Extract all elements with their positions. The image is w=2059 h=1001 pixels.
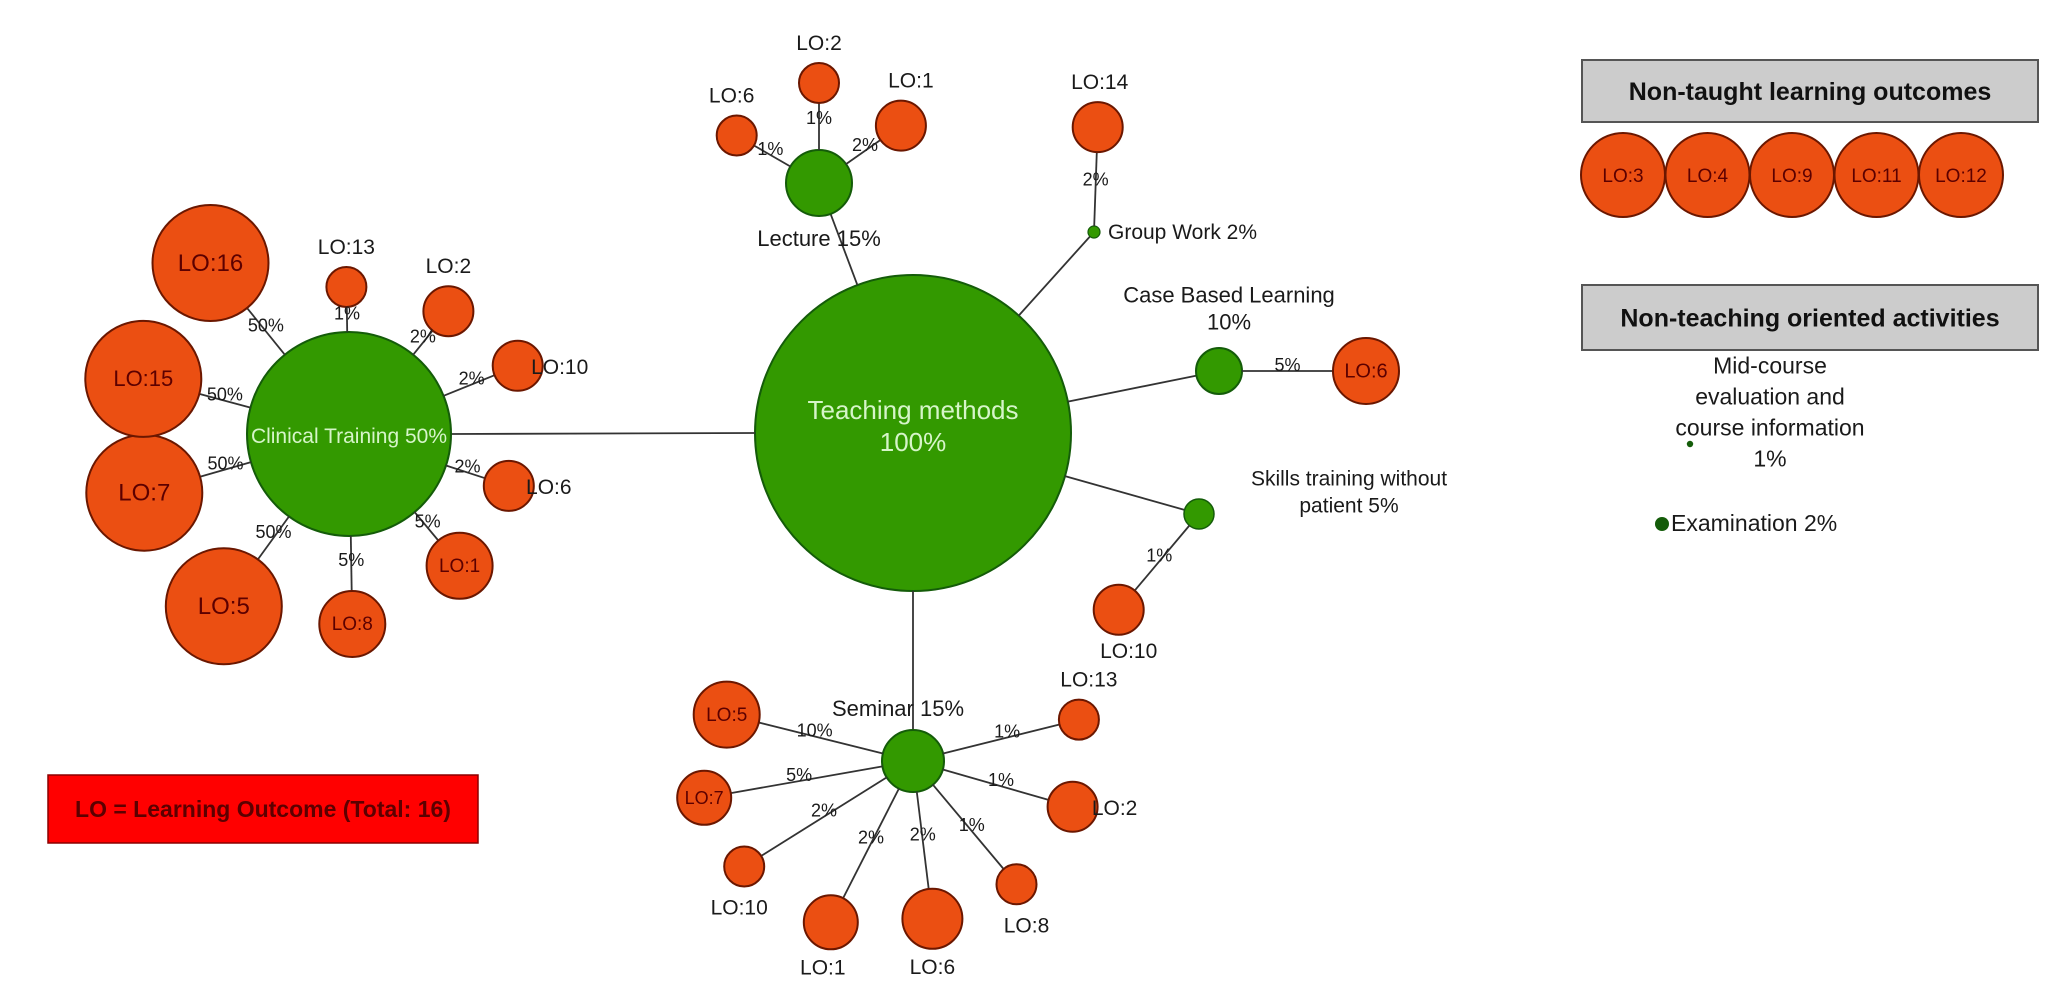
svg-text:LO:16: LO:16 — [178, 250, 243, 277]
svg-text:Mid-course: Mid-course — [1713, 353, 1827, 379]
svg-text:LO:6: LO:6 — [526, 476, 572, 499]
svg-text:LO:1: LO:1 — [439, 556, 480, 577]
svg-text:1%: 1% — [806, 108, 832, 128]
svg-text:LO:11: LO:11 — [1851, 166, 1901, 187]
svg-text:LO:13: LO:13 — [318, 236, 375, 259]
svg-text:LO:14: LO:14 — [1071, 71, 1129, 94]
svg-text:Case Based Learning: Case Based Learning — [1123, 283, 1335, 308]
svg-text:LO:7: LO:7 — [685, 788, 724, 808]
svg-text:LO:3: LO:3 — [1602, 166, 1643, 187]
svg-text:LO:8: LO:8 — [1004, 914, 1050, 937]
svg-text:Seminar 15%: Seminar 15% — [832, 696, 964, 721]
svg-text:5%: 5% — [1274, 355, 1300, 375]
svg-text:5%: 5% — [415, 512, 441, 532]
svg-text:1%: 1% — [1753, 446, 1786, 472]
svg-text:LO:6: LO:6 — [709, 85, 755, 108]
svg-text:LO:8: LO:8 — [332, 614, 373, 635]
svg-text:Lecture 15%: Lecture 15% — [757, 226, 881, 251]
svg-text:50%: 50% — [207, 453, 243, 473]
svg-text:LO:10: LO:10 — [531, 356, 588, 379]
svg-text:5%: 5% — [786, 765, 812, 785]
svg-text:2%: 2% — [858, 827, 884, 847]
svg-text:2%: 2% — [1083, 169, 1109, 189]
svg-text:LO:12: LO:12 — [1935, 166, 1987, 187]
svg-text:patient 5%: patient 5% — [1299, 495, 1398, 518]
svg-text:1%: 1% — [988, 770, 1014, 790]
svg-text:LO:1: LO:1 — [800, 956, 846, 979]
svg-text:50%: 50% — [207, 385, 243, 405]
svg-text:evaluation and: evaluation and — [1695, 384, 1845, 410]
svg-text:50%: 50% — [248, 315, 284, 335]
svg-text:2%: 2% — [852, 135, 878, 155]
svg-text:Non-taught learning outcomes: Non-taught learning outcomes — [1629, 78, 1992, 106]
svg-text:2%: 2% — [459, 369, 485, 389]
svg-text:2%: 2% — [811, 801, 837, 821]
svg-text:Teaching methods: Teaching methods — [807, 395, 1018, 425]
svg-text:LO:2: LO:2 — [796, 32, 842, 55]
svg-text:LO:13: LO:13 — [1060, 669, 1117, 692]
svg-text:2%: 2% — [454, 457, 480, 477]
svg-text:LO:5: LO:5 — [198, 593, 250, 620]
svg-text:Clinical Training 50%: Clinical Training 50% — [251, 425, 447, 448]
svg-text:LO:15: LO:15 — [113, 366, 173, 391]
svg-text:1%: 1% — [334, 304, 360, 324]
svg-text:100%: 100% — [880, 427, 947, 457]
svg-text:Non-teaching oriented activiti: Non-teaching oriented activities — [1620, 305, 1999, 333]
svg-text:Skills training without: Skills training without — [1251, 468, 1447, 491]
svg-text:LO:6: LO:6 — [1344, 361, 1387, 383]
svg-text:LO = Learning Outcome (Total:: LO = Learning Outcome (Total: 16) — [75, 796, 451, 822]
svg-text:LO:9: LO:9 — [1771, 166, 1812, 187]
svg-text:LO:4: LO:4 — [1687, 166, 1729, 187]
svg-text:10%: 10% — [797, 721, 833, 741]
svg-text:LO:5: LO:5 — [706, 705, 747, 726]
svg-text:LO:2: LO:2 — [1092, 797, 1138, 820]
svg-text:10%: 10% — [1207, 310, 1251, 335]
svg-text:1%: 1% — [1146, 545, 1172, 565]
svg-text:LO:2: LO:2 — [426, 255, 472, 278]
svg-text:1%: 1% — [994, 722, 1020, 742]
svg-text:LO:1: LO:1 — [888, 70, 934, 93]
svg-text:course information: course information — [1675, 415, 1864, 441]
svg-text:5%: 5% — [338, 550, 364, 570]
svg-text:Examination 2%: Examination 2% — [1671, 510, 1837, 536]
svg-text:LO:6: LO:6 — [910, 956, 956, 979]
svg-text:2%: 2% — [910, 824, 936, 844]
svg-text:LO:10: LO:10 — [1100, 640, 1157, 663]
svg-text:1%: 1% — [959, 815, 985, 835]
svg-text:LO:7: LO:7 — [118, 480, 170, 507]
svg-text:2%: 2% — [410, 327, 436, 347]
svg-text:1%: 1% — [757, 139, 783, 159]
svg-text:Group Work 2%: Group Work 2% — [1108, 221, 1257, 244]
svg-text:50%: 50% — [255, 522, 291, 542]
svg-text:LO:10: LO:10 — [711, 897, 768, 920]
